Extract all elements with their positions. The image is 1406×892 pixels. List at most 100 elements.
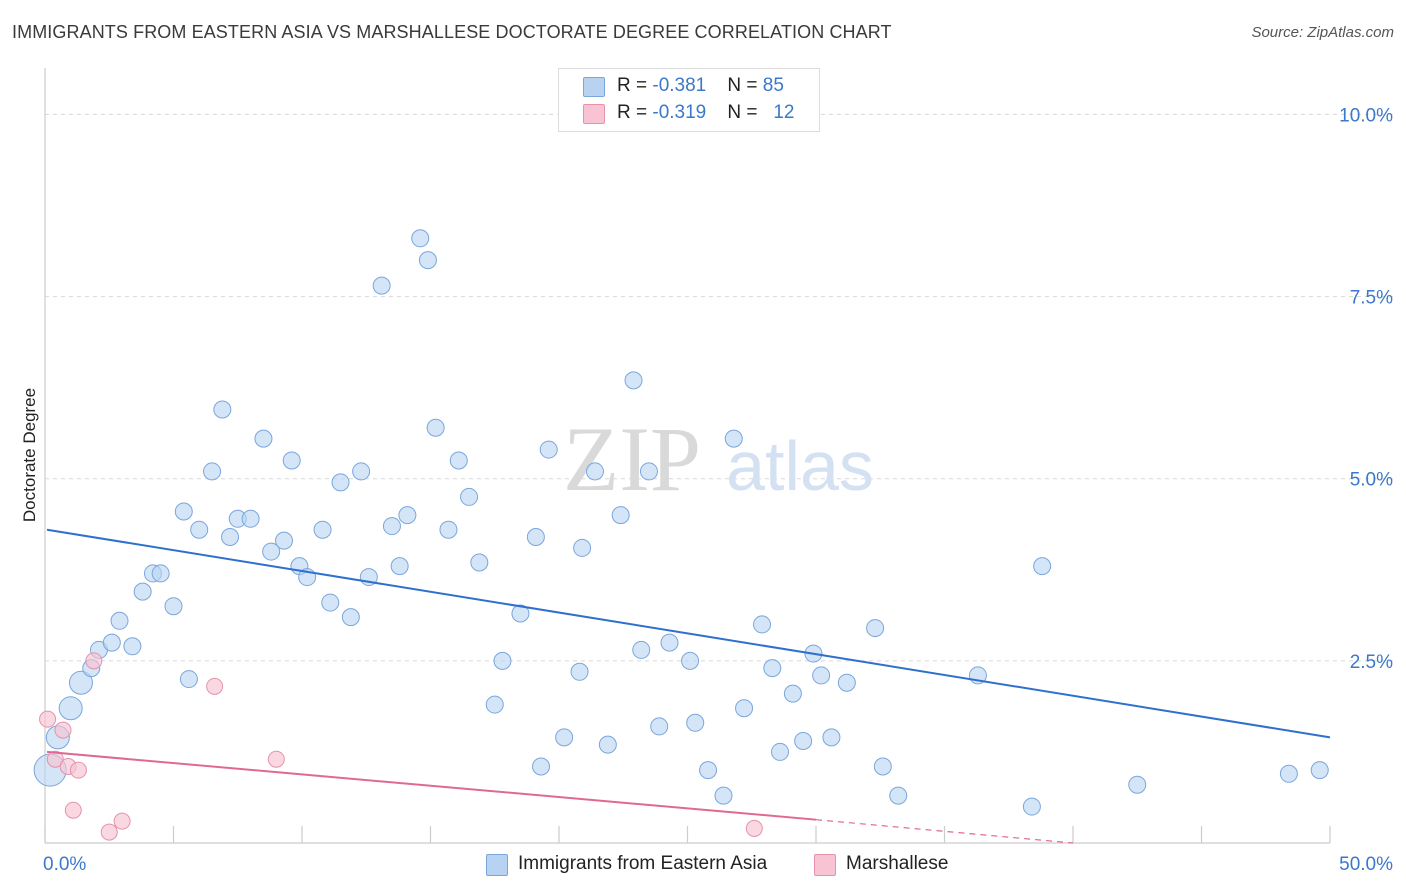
data-point-immigrants (753, 615, 772, 634)
data-point-immigrants (763, 659, 782, 678)
data-point-immigrants (639, 462, 658, 481)
n-label: N = (727, 75, 763, 96)
data-point-immigrants (241, 509, 260, 528)
data-point-marshallese (85, 652, 103, 670)
data-point-immigrants (282, 451, 301, 470)
trendline-immigrants (46, 528, 1331, 739)
data-point-immigrants (660, 633, 679, 652)
data-point-immigrants (1033, 557, 1052, 576)
data-point-immigrants (321, 593, 340, 612)
data-point-immigrants (1022, 797, 1041, 816)
data-point-immigrants (275, 531, 294, 550)
data-point-immigrants (1128, 775, 1147, 794)
gridlines (45, 113, 1395, 662)
trendlines (46, 528, 1331, 844)
data-point-immigrants (570, 662, 589, 681)
n-value: 12 (773, 102, 795, 123)
data-point-immigrants (1310, 761, 1329, 780)
data-point-immigrants (485, 695, 504, 714)
data-point-immigrants (179, 670, 198, 689)
trendline-marshallese (46, 750, 817, 821)
data-point-immigrants (426, 418, 445, 437)
data-point-marshallese (46, 750, 64, 768)
data-point-immigrants (866, 619, 885, 638)
data-point-immigrants (174, 502, 193, 521)
watermark-zip: ZIP (563, 408, 701, 510)
data-point-immigrants (532, 757, 551, 776)
data-point-immigrants (313, 520, 332, 539)
data-point-immigrants (341, 608, 360, 627)
data-point-immigrants (68, 670, 93, 695)
data-point-immigrants (735, 699, 754, 718)
data-point-immigrants (699, 761, 718, 780)
legend-swatch-blue (486, 854, 508, 876)
data-point-immigrants (1279, 764, 1298, 783)
data-point-immigrants (449, 451, 468, 470)
data-point-marshallese (100, 823, 118, 841)
legend-swatch-pink (814, 854, 836, 876)
n-label: N = (727, 102, 763, 123)
data-point-immigrants (632, 640, 651, 659)
data-point-immigrants (511, 604, 530, 623)
data-point-immigrants (611, 506, 630, 525)
data-point-immigrants (686, 713, 705, 732)
data-point-immigrants (837, 673, 856, 692)
data-point-immigrants (382, 517, 401, 536)
data-point-immigrants (203, 462, 222, 481)
r-value: -0.381 (652, 75, 707, 96)
data-point-immigrants (681, 651, 700, 670)
watermark-atlas: atlas (726, 427, 874, 505)
data-point-immigrants (573, 538, 592, 557)
data-point-immigrants (221, 528, 240, 546)
data-point-marshallese (267, 750, 285, 768)
data-point-immigrants (714, 786, 733, 805)
data-point-marshallese (54, 721, 72, 739)
x-tick-labels: 0.0% 50.0% (43, 854, 1393, 875)
data-point-immigrants (439, 520, 458, 539)
data-point-immigrants (812, 666, 831, 685)
data-point-immigrants (411, 229, 430, 248)
data-point-immigrants (102, 633, 121, 652)
data-point-immigrants (724, 429, 743, 448)
data-point-immigrants (164, 597, 183, 616)
data-point-marshallese (69, 761, 87, 779)
n-value: 85 (762, 75, 784, 96)
series-immigrants-points (33, 229, 1329, 816)
y-tick-label: 7.5% (1350, 288, 1393, 309)
legend-swatch-blue (583, 77, 605, 97)
data-point-immigrants (398, 506, 417, 525)
series-marshallese-points (39, 652, 763, 841)
data-point-immigrants (624, 371, 643, 390)
y-tick-labels: 2.5% 5.0% 7.5% 10.0% (1339, 105, 1393, 672)
data-point-immigrants (889, 786, 908, 805)
data-point-immigrants (352, 462, 371, 481)
data-point-immigrants (539, 440, 558, 459)
data-point-marshallese (745, 819, 763, 837)
watermark: ZIP atlas (563, 408, 874, 510)
y-axis-label: Doctorate Degree (20, 387, 40, 523)
data-point-immigrants (418, 251, 437, 270)
data-point-immigrants (555, 728, 574, 747)
data-point-immigrants (585, 462, 604, 481)
data-point-immigrants (526, 528, 545, 546)
chart-title: IMMIGRANTS FROM EASTERN ASIA VS MARSHALL… (12, 22, 892, 42)
r-value: -0.319 (652, 102, 707, 123)
y-tick-label: 10.0% (1339, 105, 1393, 126)
data-point-immigrants (58, 696, 83, 721)
legend-swatch-pink (583, 104, 605, 124)
source-label: Source: ZipAtlas.com (1251, 24, 1394, 41)
data-point-immigrants (783, 684, 802, 703)
data-point-marshallese (206, 677, 224, 695)
data-point-immigrants (650, 717, 669, 736)
data-point-immigrants (331, 473, 350, 492)
y-tick-label: 2.5% (1350, 652, 1393, 673)
legend-label: Immigrants from Eastern Asia (518, 853, 768, 874)
x-tick-label: 50.0% (1339, 854, 1393, 875)
data-point-immigrants (110, 611, 129, 630)
r-label: R = (617, 75, 653, 96)
data-point-immigrants (794, 732, 813, 750)
data-point-immigrants (873, 757, 892, 776)
data-point-immigrants (470, 553, 489, 572)
data-point-marshallese (39, 710, 57, 728)
